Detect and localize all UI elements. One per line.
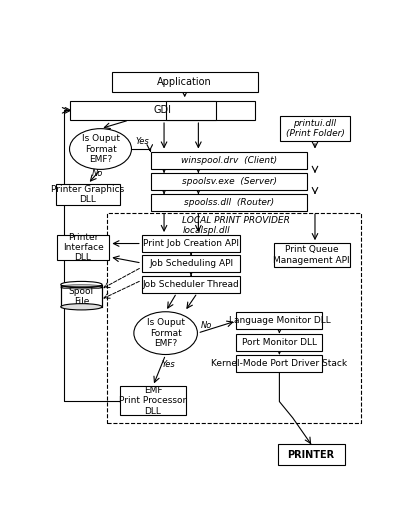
Text: spoolss.dll  (Router): spoolss.dll (Router) (184, 198, 274, 207)
FancyBboxPatch shape (236, 334, 321, 351)
Text: Print Queue
Management API: Print Queue Management API (273, 245, 349, 264)
Text: Print Job Creation API: Print Job Creation API (143, 239, 238, 248)
Text: No: No (91, 169, 102, 178)
Text: Is Ouput
Format
EMF?: Is Ouput Format EMF? (81, 134, 119, 164)
Text: Job Scheduler Thread: Job Scheduler Thread (142, 280, 239, 289)
Text: No: No (200, 321, 211, 330)
FancyBboxPatch shape (273, 243, 349, 267)
Text: Printer
Interface
DLL: Printer Interface DLL (63, 233, 103, 262)
FancyBboxPatch shape (119, 386, 186, 415)
Ellipse shape (133, 312, 197, 354)
Text: LOCAL PRINT PROVIDER: LOCAL PRINT PROVIDER (181, 216, 289, 225)
Text: Application: Application (157, 77, 211, 87)
Ellipse shape (61, 281, 102, 288)
Text: Yes: Yes (162, 360, 175, 369)
Text: Port Monitor DLL: Port Monitor DLL (241, 338, 316, 346)
FancyBboxPatch shape (142, 256, 240, 272)
Text: PRINTER: PRINTER (287, 450, 334, 460)
Ellipse shape (61, 304, 102, 310)
FancyBboxPatch shape (236, 312, 321, 330)
FancyBboxPatch shape (236, 355, 321, 372)
Text: Yes: Yes (135, 137, 149, 146)
Text: winspool.drv  (Client): winspool.drv (Client) (181, 156, 276, 165)
FancyBboxPatch shape (56, 184, 119, 205)
Ellipse shape (70, 129, 131, 169)
FancyBboxPatch shape (57, 235, 109, 260)
Text: spoolsv.exe  (Server): spoolsv.exe (Server) (181, 177, 276, 186)
FancyBboxPatch shape (70, 101, 254, 120)
Text: Is Ouput
Format
EMF?: Is Ouput Format EMF? (146, 318, 184, 348)
FancyBboxPatch shape (279, 116, 349, 141)
Text: GDI: GDI (153, 105, 171, 115)
FancyBboxPatch shape (151, 194, 306, 212)
FancyBboxPatch shape (277, 444, 344, 464)
Text: Spool
File: Spool File (69, 287, 94, 306)
Text: Printer Graphics
DLL: Printer Graphics DLL (51, 185, 124, 204)
Text: Kernel-Mode Port Driver Stack: Kernel-Mode Port Driver Stack (211, 359, 346, 368)
Text: printui.dll
(Print Folder): printui.dll (Print Folder) (285, 119, 344, 139)
FancyBboxPatch shape (166, 101, 215, 120)
FancyBboxPatch shape (151, 173, 306, 190)
Text: Job Scheduling API: Job Scheduling API (148, 259, 233, 268)
FancyBboxPatch shape (142, 235, 240, 252)
FancyBboxPatch shape (142, 276, 240, 293)
Text: Language Monitor DLL: Language Monitor DLL (228, 316, 330, 325)
FancyBboxPatch shape (61, 285, 102, 307)
FancyBboxPatch shape (111, 71, 257, 92)
Text: localspl.dll: localspl.dll (183, 226, 230, 235)
FancyBboxPatch shape (151, 152, 306, 169)
Text: EMF
Print Processor
DLL: EMF Print Processor DLL (119, 386, 186, 416)
